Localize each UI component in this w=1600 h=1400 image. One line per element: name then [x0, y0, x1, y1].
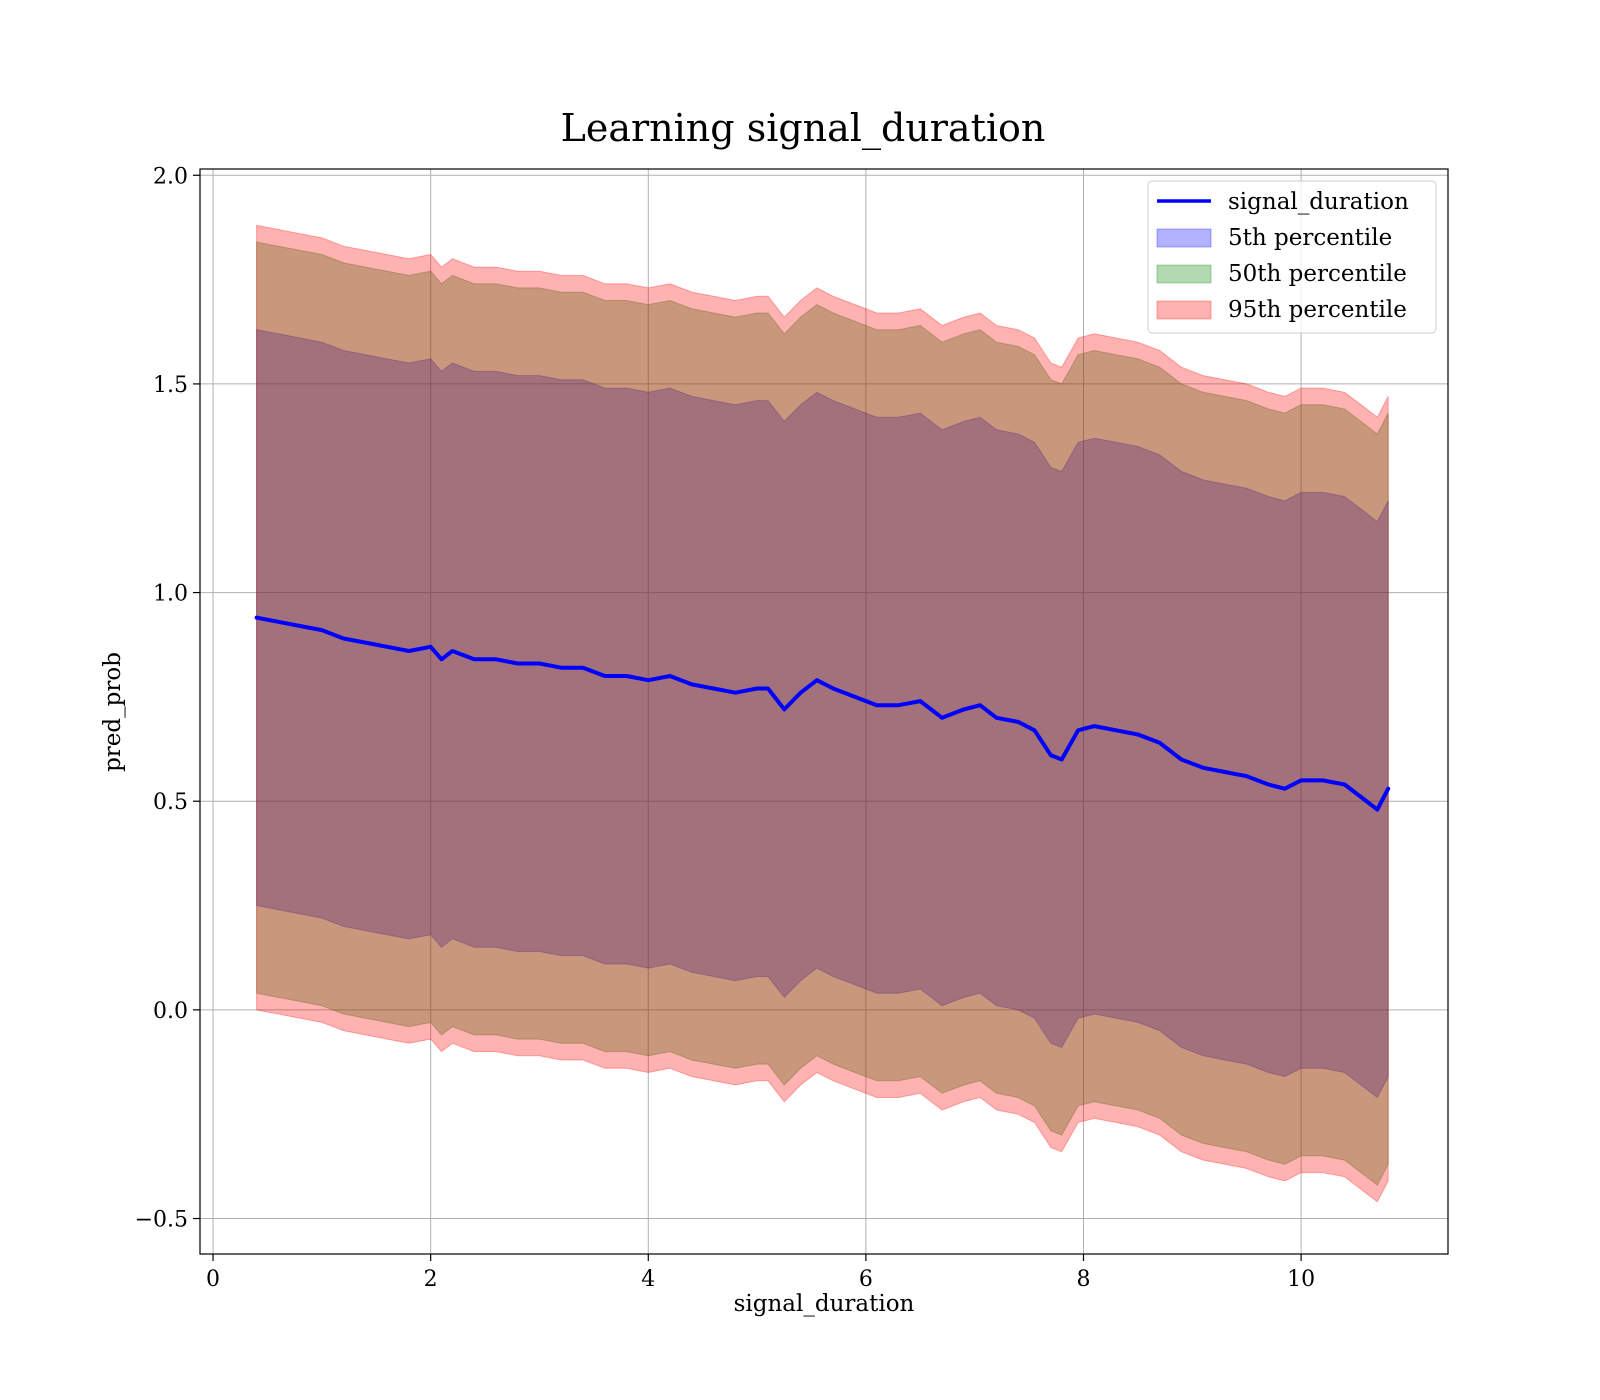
legend-label-50th: 50th percentile: [1228, 261, 1407, 287]
chart-title: Learning signal_duration: [561, 106, 1046, 151]
y-axis-label: pred_prob: [100, 652, 126, 772]
x-tick-label: 4: [641, 1267, 655, 1292]
legend: signal_duration 5th percentile 50th perc…: [1147, 180, 1437, 334]
x-axis-ticks: 0 2 4 6 8 10: [206, 1254, 1315, 1292]
legend-swatch-95th: [1156, 300, 1212, 320]
band-5th-percentile: [256, 329, 1389, 1099]
y-tick-label: 1.5: [153, 373, 188, 398]
x-axis-label: signal_duration: [734, 1291, 915, 1317]
legend-frame: [1147, 180, 1437, 334]
legend-swatch-50th: [1156, 264, 1212, 284]
legend-swatch-5th: [1156, 228, 1212, 248]
legend-label-95th: 95th percentile: [1228, 297, 1407, 323]
y-axis-ticks: −0.5 0.0 0.5 1.0 1.5 2.0: [135, 164, 200, 1233]
x-tick-label: 8: [1077, 1267, 1091, 1292]
legend-label-line: signal_duration: [1228, 189, 1409, 215]
percentile-bands: [256, 224, 1389, 1203]
y-tick-label: 0.0: [153, 999, 188, 1024]
y-tick-label: 2.0: [153, 164, 188, 189]
x-tick-label: 6: [859, 1267, 873, 1292]
series-lines: [254, 615, 1391, 812]
grid: [200, 169, 1448, 1254]
band-50th-percentile: [256, 241, 1389, 1186]
y-tick-label: 1.0: [153, 582, 188, 607]
plot-area-frame: [199, 168, 1449, 1255]
x-tick-label: 0: [206, 1267, 220, 1292]
line-signal-duration: [254, 615, 1391, 812]
band-95th-percentile: [256, 224, 1389, 1203]
x-tick-label: 2: [424, 1267, 438, 1292]
legend-label-5th: 5th percentile: [1228, 225, 1392, 251]
y-tick-label: 0.5: [153, 790, 188, 815]
y-tick-label: −0.5: [135, 1208, 188, 1233]
x-tick-label: 10: [1287, 1267, 1315, 1292]
